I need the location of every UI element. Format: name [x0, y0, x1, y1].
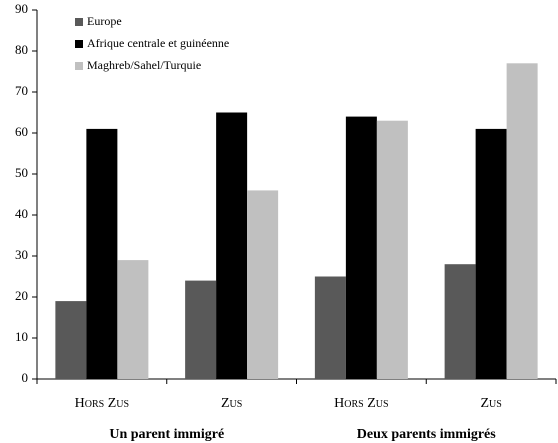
- bar: [86, 128, 118, 379]
- group-label: Un parent immigré: [109, 427, 224, 442]
- x-tick-label: Hors Zus: [334, 396, 388, 411]
- y-tick-label: 50: [15, 165, 28, 180]
- y-tick-label: 90: [15, 1, 28, 16]
- legend-label: Afrique centrale et guinéenne: [87, 36, 229, 50]
- x-tick-label: Zus: [221, 396, 242, 411]
- legend-label: Maghreb/Sahel/Turquie: [87, 58, 201, 72]
- bar: [475, 128, 507, 379]
- legend-swatch: [75, 40, 83, 48]
- legend-swatch: [75, 62, 83, 70]
- bar: [376, 120, 408, 379]
- group-label: Deux parents immigrés: [357, 427, 496, 442]
- y-tick-label: 20: [15, 288, 28, 303]
- x-tick-label: Zus: [480, 396, 501, 411]
- y-tick-label: 0: [22, 370, 29, 385]
- bar: [216, 112, 248, 379]
- legend-swatch: [75, 18, 83, 26]
- bar: [117, 260, 149, 379]
- y-tick-label: 70: [15, 83, 28, 98]
- y-tick-label: 80: [15, 42, 28, 57]
- bar: [314, 276, 346, 379]
- bar: [506, 63, 538, 380]
- bar: [444, 264, 476, 379]
- y-tick-label: 30: [15, 247, 28, 262]
- bar: [55, 301, 87, 379]
- legend-label: Europe: [87, 14, 122, 28]
- y-tick-label: 10: [15, 329, 28, 344]
- y-tick-label: 40: [15, 206, 28, 221]
- bar: [185, 280, 217, 379]
- y-tick-label: 60: [15, 124, 28, 139]
- bar: [345, 116, 377, 379]
- x-tick-label: Hors Zus: [75, 396, 129, 411]
- bar: [247, 190, 279, 379]
